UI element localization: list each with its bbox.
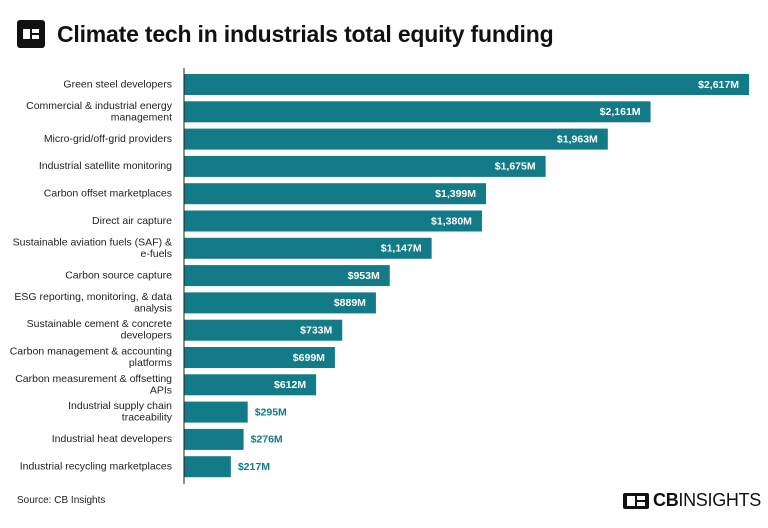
value-label-14: $217M (238, 461, 270, 473)
bar-11 (184, 374, 317, 396)
bar-1 (184, 101, 651, 123)
category-label-line: platforms (129, 357, 172, 369)
bar-12 (184, 401, 248, 423)
category-label-4: Carbon offset marketplaces (44, 187, 172, 199)
value-label-0: $2,617M (698, 79, 739, 91)
category-label-line: developers (121, 330, 172, 342)
category-label-line: Industrial recycling marketplaces (20, 460, 172, 472)
category-label-line: Sustainable aviation fuels (SAF) & (13, 236, 172, 248)
category-label-10: Carbon management & accounting platforms (10, 346, 172, 370)
category-label-line: Carbon measurement & offsetting (15, 373, 172, 385)
cb-logo-icon (17, 20, 45, 48)
category-label-3: Industrial satellite monitoring (39, 160, 172, 172)
category-label-line: Carbon source capture (65, 269, 172, 281)
value-label-10: $699M (293, 352, 325, 364)
category-label-line: ESG reporting, monitoring, & data (14, 291, 172, 303)
bar-13 (184, 428, 244, 450)
category-label-line: Commercial & industrial energy (26, 100, 173, 112)
category-label-line: management (111, 111, 172, 123)
cb-insights-brand: CBINSIGHTS (623, 490, 761, 511)
bar-4 (184, 183, 487, 205)
category-label-line: analysis (134, 302, 172, 314)
category-label-line: Direct air capture (92, 215, 172, 227)
category-label-line: APIs (150, 384, 172, 396)
category-label-line: Green steel developers (63, 78, 172, 90)
bars-layer: $2,617M Green steel developers $2,161M Comm… (10, 74, 749, 478)
category-label-11: Carbon measurement & offsetting APIs (15, 373, 172, 397)
chart-header: Climate tech in industrials total equity… (17, 16, 554, 52)
category-label-6: Sustainable aviation fuels (SAF) & e-fuel… (13, 236, 172, 259)
bar-0 (184, 74, 749, 95)
source-note: Source: CB Insights (17, 495, 106, 506)
bar-10 (184, 347, 335, 368)
category-label-line: Carbon offset marketplaces (44, 187, 172, 199)
category-label-9: Sustainable cement & concrete developers (27, 318, 172, 342)
value-label-8: $889M (334, 297, 366, 309)
value-label-4: $1,399M (435, 188, 476, 200)
bar-14 (184, 456, 231, 478)
cb-logo-mark-icon (23, 29, 39, 39)
category-label-line: Industrial heat developers (52, 433, 172, 445)
category-label-line: traceability (122, 412, 173, 424)
bar-7 (184, 265, 390, 287)
bar-9 (184, 319, 343, 341)
bar-5 (184, 210, 482, 232)
category-label-13: Industrial heat developers (52, 433, 172, 445)
category-label-1: Commercial & industrial energy management (26, 100, 173, 124)
value-label-6: $1,147M (381, 243, 422, 255)
value-label-3: $1,675M (495, 161, 536, 173)
category-label-14: Industrial recycling marketplaces (20, 460, 172, 472)
category-label-line: e-fuels (140, 248, 172, 260)
category-label-line: Micro-grid/off-grid providers (44, 133, 172, 145)
category-label-line: Industrial satellite monitoring (39, 160, 172, 172)
value-label-2: $1,963M (557, 133, 598, 145)
value-label-13: $276M (251, 434, 283, 446)
value-label-12: $295M (255, 406, 287, 418)
category-label-line: Carbon management & accounting (10, 346, 172, 358)
value-label-9: $733M (300, 324, 332, 336)
category-label-8: ESG reporting, monitoring, & data analysi… (14, 291, 172, 315)
bar-2 (184, 128, 608, 150)
brand-bold: CB (653, 490, 679, 510)
chart-title: Climate tech in industrials total equity… (57, 20, 554, 47)
value-label-5: $1,380M (431, 215, 472, 227)
category-label-line: Industrial supply chain (68, 400, 172, 412)
category-label-line: Sustainable cement & concrete (27, 318, 172, 330)
category-label-5: Direct air capture (92, 215, 172, 227)
category-label-0: Green steel developers (63, 78, 172, 90)
value-label-7: $953M (348, 270, 380, 282)
bar-6 (184, 237, 432, 259)
bar-8 (184, 292, 376, 314)
cb-insights-wordmark: CBINSIGHTS (653, 490, 761, 511)
value-label-1: $2,161M (600, 106, 641, 118)
category-label-7: Carbon source capture (65, 269, 172, 281)
bar-3 (184, 155, 546, 177)
category-label-12: Industrial supply chain traceability (68, 400, 173, 424)
category-label-2: Micro-grid/off-grid providers (44, 133, 172, 145)
brand-rest: INSIGHTS (678, 490, 762, 510)
cb-insights-logo-icon (623, 492, 649, 509)
value-label-11: $612M (274, 379, 306, 391)
